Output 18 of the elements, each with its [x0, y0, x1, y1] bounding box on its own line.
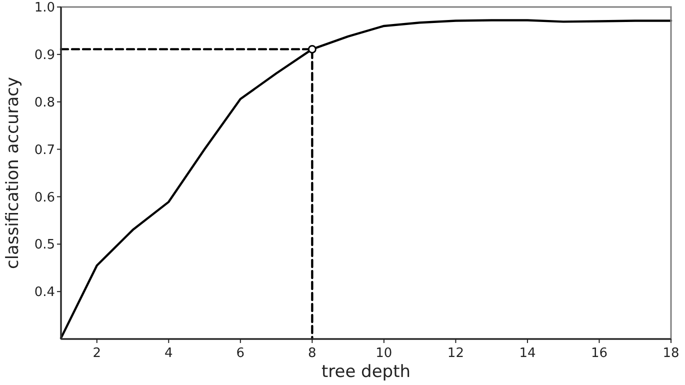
- x-tick-label: 10: [376, 346, 392, 361]
- y-tick-label: 0.5: [34, 238, 55, 253]
- x-tick-label: 6: [236, 346, 245, 361]
- y-tick-label: 0.7: [34, 142, 55, 158]
- x-tick-label: 14: [519, 346, 536, 361]
- x-tick-label: 16: [590, 346, 608, 361]
- y-tick-label: 0.9: [34, 48, 55, 63]
- y-tick-label: 0.4: [34, 285, 55, 300]
- y-tick-label: 1.0: [34, 0, 55, 16]
- y-axis-title: classification accuracy: [3, 76, 23, 270]
- x-axis-title: tree depth: [321, 362, 411, 382]
- x-tick-label: 2: [92, 346, 102, 361]
- x-tick-label: 8: [308, 346, 316, 361]
- y-tick-label: 0.6: [34, 190, 55, 206]
- x-tick-label: 12: [447, 346, 464, 361]
- x-tick-label: 4: [164, 346, 173, 361]
- x-tick-label: 18: [662, 346, 680, 361]
- y-tick-label: 0.8: [34, 95, 55, 110]
